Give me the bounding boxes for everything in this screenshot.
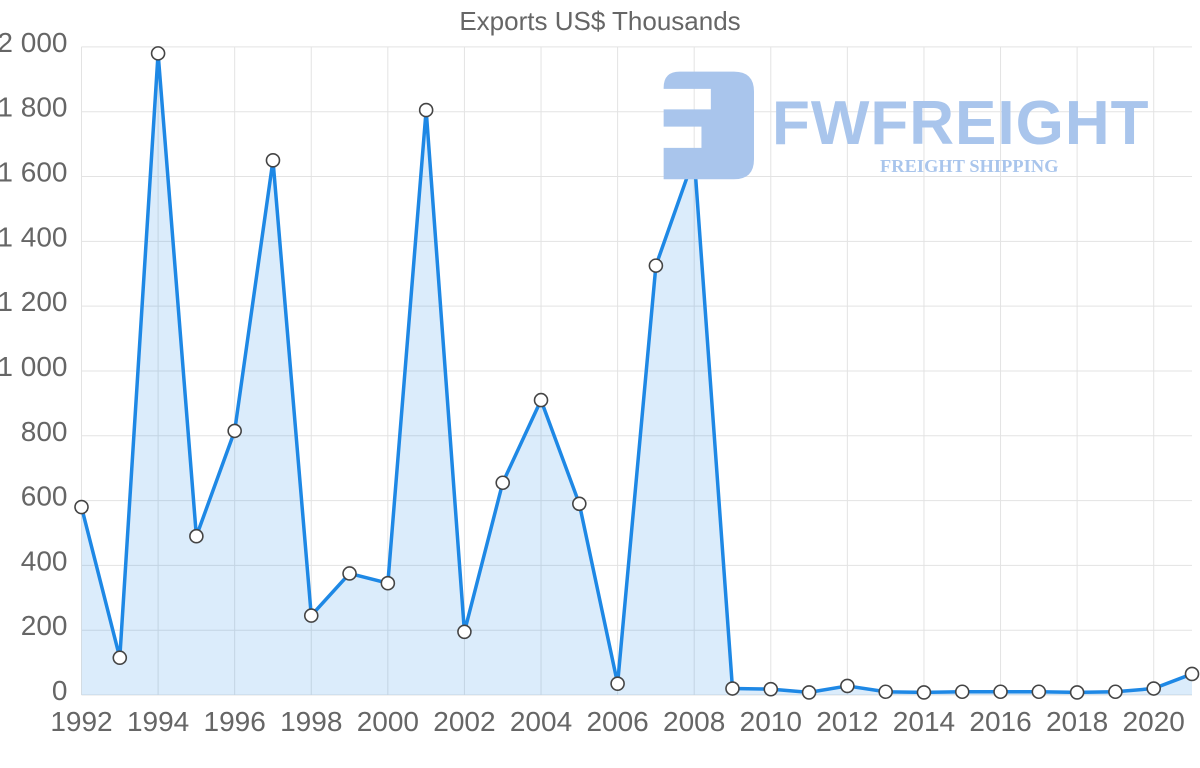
svg-text:2012: 2012	[816, 706, 878, 737]
svg-text:200: 200	[21, 610, 68, 641]
svg-text:400: 400	[21, 545, 68, 576]
svg-text:800: 800	[21, 416, 68, 447]
svg-text:1998: 1998	[280, 706, 342, 737]
svg-text:2014: 2014	[893, 706, 955, 737]
svg-text:2006: 2006	[586, 706, 648, 737]
svg-text:FWFREIGHT: FWFREIGHT	[772, 89, 1150, 158]
svg-text:2000: 2000	[357, 706, 419, 737]
svg-text:2018: 2018	[1046, 706, 1108, 737]
svg-text:2020: 2020	[1123, 706, 1185, 737]
svg-text:FREIGHT SHIPPING: FREIGHT SHIPPING	[880, 156, 1059, 176]
svg-text:1992: 1992	[50, 706, 112, 737]
svg-text:1 400: 1 400	[0, 221, 68, 252]
svg-text:1 000: 1 000	[0, 351, 68, 382]
svg-text:2010: 2010	[740, 706, 802, 737]
svg-text:600: 600	[21, 481, 68, 512]
svg-text:1994: 1994	[127, 706, 189, 737]
svg-text:1 800: 1 800	[0, 92, 68, 123]
svg-text:2008: 2008	[663, 706, 725, 737]
svg-text:2 000: 2 000	[0, 27, 68, 58]
svg-text:0: 0	[52, 675, 68, 706]
svg-text:2002: 2002	[433, 706, 495, 737]
svg-text:Exports US$ Thousands: Exports US$ Thousands	[459, 6, 740, 36]
svg-text:1 200: 1 200	[0, 286, 68, 317]
svg-text:1996: 1996	[204, 706, 266, 737]
svg-text:1 600: 1 600	[0, 157, 68, 188]
svg-text:2004: 2004	[510, 706, 572, 737]
svg-text:2016: 2016	[969, 706, 1031, 737]
